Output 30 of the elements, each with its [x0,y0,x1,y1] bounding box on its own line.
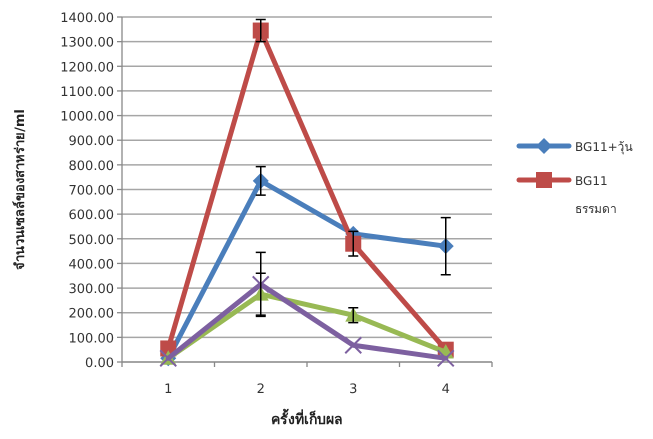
x-tick-label: 3 [349,382,358,397]
y-tick-label: 400.00 [68,257,114,272]
x-tick-label: 2 [256,382,265,397]
y-tick-label: 1300.00 [60,36,114,51]
legend-item: BG11+วุ้น [516,138,633,154]
point [252,22,269,39]
y-tick-label: 900.00 [68,134,114,150]
y-tick-label: 200.00 [68,306,114,322]
x-tick-label: 4 [442,382,450,397]
point [436,349,455,368]
y-tick-label: 100.00 [68,331,114,346]
y-tick-label: 0.00 [85,356,114,371]
legend-label: BG11 ธรรมดา [575,174,617,216]
legend-label: BG11+วุ้น [575,140,633,155]
point [344,336,362,354]
y-tick-label: 800.00 [68,158,114,174]
y-tick-label: 700.00 [68,184,114,198]
y-tick-label: 1000.00 [60,110,114,125]
legend-item: BG11 ธรรมดา [516,172,617,216]
y-tick-label: 1100.00 [60,84,114,100]
y-axis-title: จำนวนเซลล์ของสาหร่าย/ml [12,109,28,270]
point [252,275,270,294]
point [345,236,362,252]
y-tick-label: 300.00 [68,282,114,298]
x-axis-title: ครั้งที่เก็บผล [271,408,343,428]
y-tick-label: 1200.00 [60,60,114,76]
x-tick-label: 1 [164,382,172,397]
y-tick-label: 1400.00 [60,11,114,26]
y-tick-label: 600.00 [68,208,114,224]
y-tick-label: 500.00 [68,232,114,248]
